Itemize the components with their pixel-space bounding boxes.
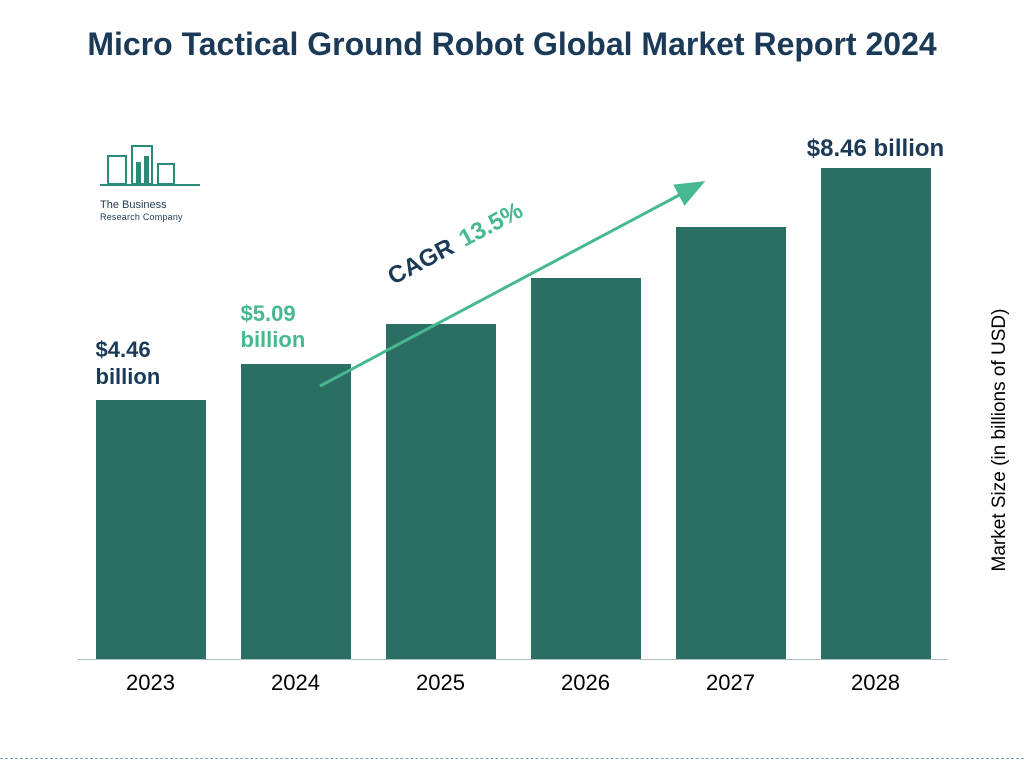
bar: [676, 227, 786, 659]
x-axis-line: [78, 659, 948, 660]
y-axis-label-wrap: Market Size (in billions of USD): [986, 210, 1014, 670]
value-callout: $5.09billion: [241, 301, 351, 354]
x-axis-label: 2026: [513, 664, 658, 698]
bar-slot: [513, 137, 658, 659]
footer-dashed-line: [0, 758, 1024, 759]
bar: [386, 324, 496, 659]
x-axis-labels: 202320242025202620272028: [78, 664, 948, 698]
x-axis-label: 2028: [803, 664, 948, 698]
bar: [821, 168, 931, 659]
x-axis-label: 2024: [223, 664, 368, 698]
bar-slot: [78, 137, 223, 659]
value-callout: $8.46 billion: [786, 135, 966, 164]
value-callout: $4.46billion: [96, 337, 206, 390]
y-axis-label: Market Size (in billions of USD): [989, 309, 1011, 572]
chart-title: Micro Tactical Ground Robot Global Marke…: [0, 24, 1024, 64]
bar-slot: [803, 137, 948, 659]
x-axis-label: 2023: [78, 664, 223, 698]
x-axis-label: 2027: [658, 664, 803, 698]
bar-slot: [223, 137, 368, 659]
bar: [531, 278, 641, 659]
x-axis-label: 2025: [368, 664, 513, 698]
bar-slot: [658, 137, 803, 659]
bar: [241, 364, 351, 659]
bar: [96, 400, 206, 659]
